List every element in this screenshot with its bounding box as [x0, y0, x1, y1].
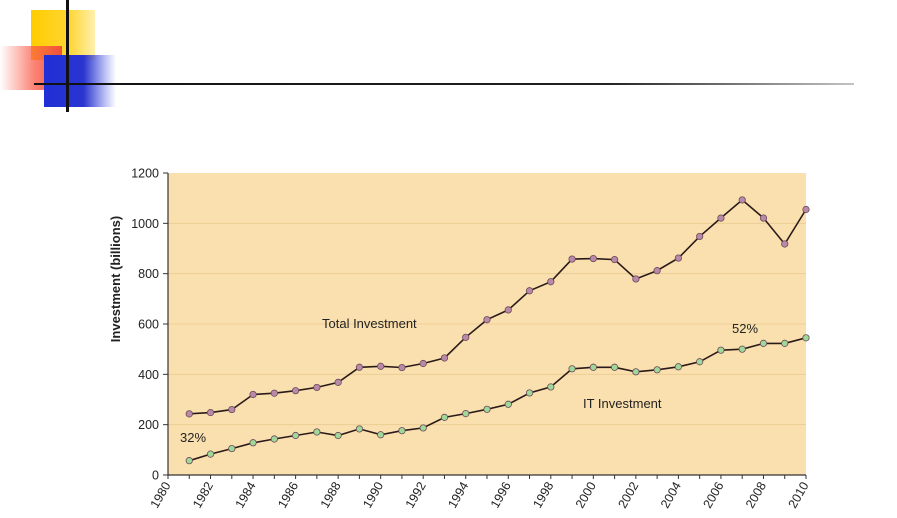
data-point [504, 400, 512, 408]
decor-blue-square [44, 55, 116, 107]
x-tick-label: 2004 [658, 479, 684, 510]
data-point [313, 428, 321, 436]
annotation-32-percent: 32% [180, 430, 206, 445]
y-gridlines [168, 222, 806, 426]
data-point [228, 405, 236, 414]
x-tick-label: 1992 [403, 479, 429, 510]
data-point [270, 389, 278, 397]
data-point [610, 363, 619, 371]
data-point [206, 408, 215, 417]
x-tick-label: 1998 [530, 479, 556, 510]
x-tick-label: 2006 [701, 479, 727, 510]
data-point [632, 275, 640, 283]
x-tick-label: 2002 [615, 479, 641, 510]
decor-vertical-line [66, 0, 69, 112]
data-point [589, 254, 597, 263]
y-tick-label: 0 [152, 469, 159, 483]
data-point [419, 424, 427, 432]
x-tick-label: 1994 [445, 479, 471, 510]
series-label-total-investment: Total Investment [322, 316, 417, 331]
data-point [270, 435, 278, 443]
x-axis-ticks: 1980 1982 1984 1986 1988 1990 1992 1994 1996 1998… [148, 475, 812, 511]
x-tick-label: 2000 [573, 479, 599, 510]
data-point [610, 255, 619, 264]
data-point [504, 306, 512, 314]
y-tick-label: 200 [138, 418, 159, 432]
data-point [398, 427, 406, 435]
y-tick-label: 400 [138, 368, 159, 382]
y-tick-label: 1200 [131, 167, 159, 181]
data-point [291, 387, 300, 395]
data-point [355, 363, 363, 371]
data-point [653, 267, 661, 275]
data-point [355, 425, 363, 433]
data-point [547, 278, 555, 286]
data-point [632, 368, 640, 376]
data-point [802, 205, 810, 214]
x-tick-label: 1986 [275, 479, 301, 510]
y-tick-label: 1000 [131, 217, 159, 231]
annotation-52-percent: 52% [732, 321, 758, 336]
data-point [313, 383, 321, 392]
data-point [377, 431, 385, 439]
data-point [377, 362, 385, 370]
data-point [249, 439, 257, 447]
y-axis-ticks: 0 200 400 600 800 1000 1200 [131, 167, 168, 483]
y-tick-label: 800 [138, 267, 159, 281]
x-tick-label: 1988 [318, 479, 344, 510]
x-tick-label: 1982 [190, 479, 216, 510]
data-point [249, 390, 257, 399]
data-point [334, 431, 342, 440]
series-group [185, 196, 810, 465]
x-tick-label: 2008 [743, 479, 769, 510]
y-tick-label: 600 [138, 318, 159, 332]
data-point [674, 254, 683, 262]
data-point [291, 431, 300, 440]
data-point [717, 346, 725, 354]
data-point [462, 409, 470, 418]
data-point [717, 214, 725, 222]
series-label-it-investment: IT Investment [583, 396, 662, 411]
data-point [185, 457, 193, 465]
data-point [738, 196, 746, 204]
data-point [483, 316, 491, 324]
data-point [802, 334, 810, 342]
x-tick-label: 1996 [488, 479, 514, 510]
data-point [568, 365, 576, 373]
data-point [589, 363, 597, 371]
data-point [462, 333, 470, 341]
data-point [696, 232, 704, 241]
data-point [483, 405, 491, 413]
data-point [781, 339, 789, 347]
data-point [228, 444, 236, 453]
data-point [696, 358, 704, 366]
decor-horizontal-line [34, 83, 854, 85]
data-point [206, 450, 215, 458]
x-tick-label: 1990 [360, 479, 386, 510]
data-point [568, 255, 576, 263]
data-point [653, 366, 661, 374]
data-point [334, 378, 342, 386]
data-point [738, 345, 746, 353]
x-tick-label: 1984 [233, 479, 259, 510]
data-point [674, 363, 683, 371]
data-point [781, 240, 789, 248]
data-point [440, 413, 449, 421]
data-point [440, 354, 449, 362]
data-point [759, 339, 768, 347]
y-axis-label: Investment (billions) [108, 216, 123, 342]
data-point [525, 389, 534, 397]
x-tick-label: 2010 [786, 479, 812, 510]
data-point [547, 383, 555, 391]
data-point [419, 359, 427, 368]
data-point [525, 287, 534, 295]
data-point [759, 214, 768, 222]
data-point [185, 410, 193, 418]
x-tick-label: 1980 [148, 479, 174, 510]
data-point [398, 363, 406, 372]
